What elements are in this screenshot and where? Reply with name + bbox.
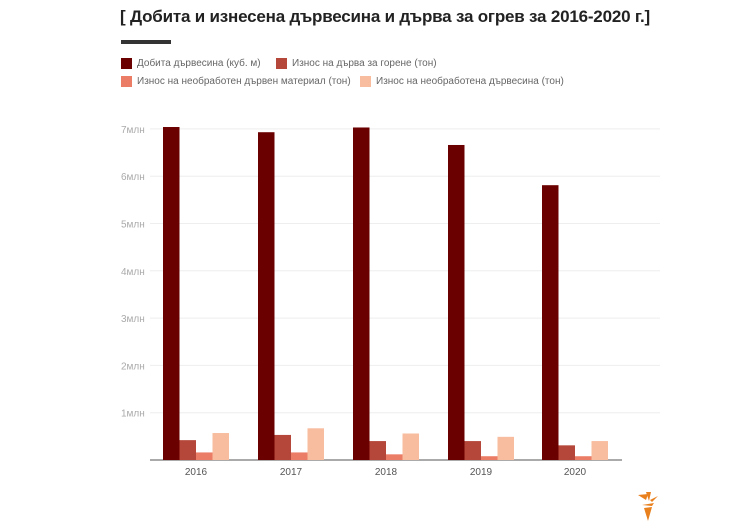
bar bbox=[575, 456, 592, 460]
bar bbox=[163, 127, 180, 461]
legend-swatch bbox=[121, 76, 132, 87]
title-underline bbox=[121, 40, 171, 44]
y-tick-label: 6млн bbox=[121, 172, 145, 183]
legend-item: Добита дървесина (куб. м) bbox=[121, 58, 261, 69]
legend-swatch bbox=[276, 58, 287, 69]
bar bbox=[179, 440, 196, 460]
legend-label: Износ на необработена дървесина (тон) bbox=[376, 76, 564, 87]
bar bbox=[481, 456, 498, 460]
legend-label: Износ на необработен дървен материал (то… bbox=[137, 76, 351, 87]
legend-item: Износ на необработена дървесина (тон) bbox=[360, 76, 564, 87]
bar bbox=[353, 127, 370, 460]
bar bbox=[448, 144, 465, 460]
legend-label: Добита дървесина (куб. м) bbox=[137, 58, 261, 69]
x-tick-label: 2018 bbox=[375, 467, 398, 478]
bar bbox=[196, 452, 213, 460]
bar bbox=[258, 132, 275, 460]
y-tick-label: 4млн bbox=[121, 267, 145, 278]
y-tick-label: 5млн bbox=[121, 220, 145, 231]
x-tick-label: 2017 bbox=[280, 467, 303, 478]
x-tick-label: 2016 bbox=[185, 467, 208, 478]
bar bbox=[274, 434, 291, 460]
bar bbox=[307, 428, 324, 460]
y-tick-label: 2млн bbox=[121, 361, 145, 372]
y-tick-label: 1млн bbox=[121, 409, 145, 420]
bar bbox=[542, 185, 559, 460]
bar bbox=[369, 441, 386, 460]
legend-label: Износ на дърва за горене (тон) bbox=[292, 58, 437, 69]
bar bbox=[497, 436, 514, 460]
bar bbox=[291, 452, 308, 460]
bar bbox=[212, 433, 229, 460]
legend-swatch bbox=[360, 76, 371, 87]
bar bbox=[558, 445, 575, 460]
bar bbox=[591, 441, 608, 460]
chart-title: [ Добита и изнесена дървесина и дърва за… bbox=[120, 7, 651, 26]
legend-item: Износ на необработен дървен материал (то… bbox=[121, 76, 351, 87]
legend-swatch bbox=[121, 58, 132, 69]
y-tick-label: 3млн bbox=[121, 314, 145, 325]
legend-item: Износ на дърва за горене (тон) bbox=[276, 58, 437, 69]
y-tick-label: 7млн bbox=[121, 125, 145, 136]
bar bbox=[386, 454, 403, 460]
x-tick-label: 2019 bbox=[470, 467, 493, 478]
x-tick-label: 2020 bbox=[564, 467, 587, 478]
bar bbox=[402, 433, 419, 460]
bar bbox=[464, 441, 481, 460]
